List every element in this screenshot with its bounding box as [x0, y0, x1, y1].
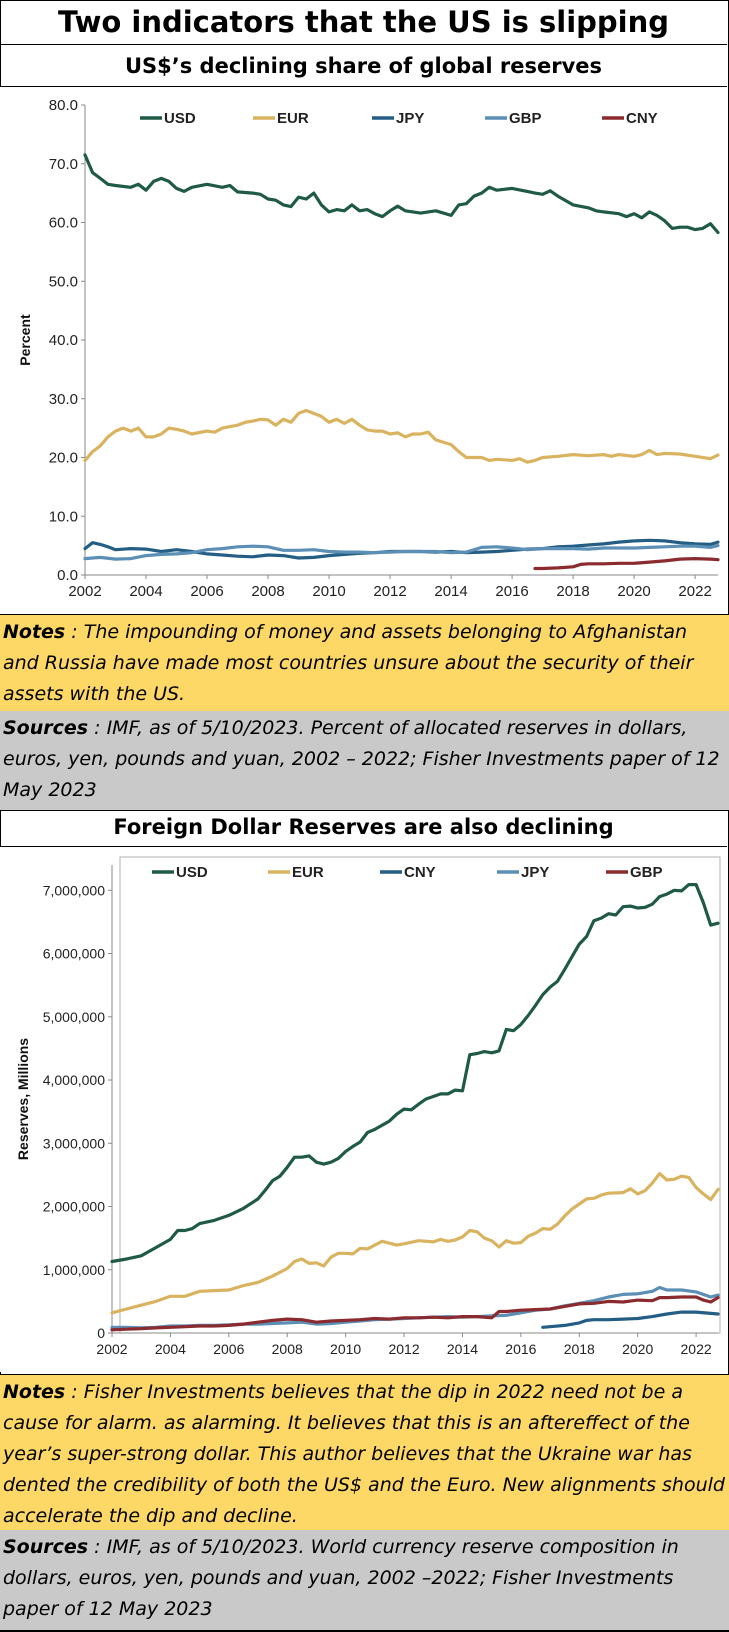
chart1-y-tick-label: 0 — [97, 1325, 105, 1341]
chart0-x-tick-label: 2016 — [495, 583, 528, 600]
chart1-x-tick-label: 2018 — [564, 1341, 595, 1357]
chart0-x-tick-label: 2006 — [190, 583, 223, 600]
chart1-x-tick-label: 2012 — [388, 1341, 419, 1357]
chart1-notes-label: Notes — [3, 621, 66, 643]
chart0-y-tick-label: 40.0 — [49, 332, 78, 349]
chart2-notes-label: Notes — [3, 1381, 66, 1403]
chart1-legend-label-usd: USD — [176, 864, 208, 881]
chart1-y-tick-label: 5,000,000 — [43, 1009, 105, 1025]
chart1-x-tick-label: 2014 — [447, 1341, 478, 1357]
chart1-container: 0.0 10.0 20.0 30.0 40.0 50.0 60.0 70.0 80.0 2002 2… — [0, 87, 727, 614]
chart1-legend-label-jpy: JPY — [521, 864, 549, 881]
chart1-series-gbp-line — [110, 1295, 720, 1332]
chart0-y-tick-label: 10.0 — [49, 508, 78, 525]
chart0-legend-label-gbp: GBP — [509, 110, 542, 127]
chart1-y-tick-label: 3,000,000 — [43, 1135, 105, 1151]
chart0-y-tick-label: 60.0 — [49, 215, 78, 232]
chart2-sources: Sources : IMF, as of 5/10/2023. World cu… — [0, 1530, 729, 1631]
chart0-x-tick-label: 2014 — [434, 583, 467, 600]
chart1-y-tick-label: 6,000,000 — [43, 946, 105, 962]
chart1-y-tick-label: 7,000,000 — [43, 882, 105, 898]
chart1-y-tick-label: 1,000,000 — [43, 1262, 105, 1278]
chart1-x-tick-label: 2002 — [96, 1341, 127, 1357]
chart1-heading: US$’s declining share of global reserves — [0, 45, 727, 87]
chart0-y-tick-label: 50.0 — [49, 273, 78, 290]
chart2-heading: Foreign Dollar Reserves are also declini… — [0, 808, 727, 847]
chart1-x-tick-label: 2004 — [155, 1341, 186, 1357]
chart0-x-tick-label: 2018 — [556, 583, 589, 600]
page-title: Two indicators that the US is slipping — [0, 0, 727, 45]
chart2-svg: 0 1,000,000 2,000,000 3,000,000 4,000,000 5,0… — [15, 856, 721, 1357]
chart1-sources-label: Sources — [3, 717, 89, 739]
chart2-sources-label: Sources — [3, 1536, 89, 1558]
chart0-series-gbp-line — [83, 544, 720, 561]
chart1-legend-label-cny: CNY — [404, 864, 436, 881]
chart1-plot-border — [119, 856, 721, 1334]
chart0-legend-label-jpy: JPY — [396, 110, 424, 127]
chart2-notes-text: : Fisher Investments believes that the d… — [3, 1381, 725, 1527]
chart1-series-eur-line — [110, 1172, 720, 1315]
chart0-y-tick-label: 80.0 — [49, 97, 78, 114]
chart1-notes: Notes : The impounding of money and asse… — [0, 614, 729, 715]
chart1-x-tick-label: 2010 — [330, 1341, 361, 1357]
chart1-x-tick-label: 2016 — [505, 1341, 536, 1357]
chart0-y-tick-label: 70.0 — [49, 156, 78, 173]
chart2-sources-text: : IMF, as of 5/10/2023. World currency r… — [3, 1536, 679, 1620]
chart2-container: 0 1,000,000 2,000,000 3,000,000 4,000,000 5,0… — [0, 847, 727, 1372]
chart0-x-tick-label: 2004 — [129, 583, 162, 600]
chart1-series-usd-line — [110, 883, 720, 1264]
chart0-y-axis-label: Percent — [17, 314, 33, 366]
chart0-legend-label-usd: USD — [164, 110, 196, 127]
chart0-y-tick-label: 0.0 — [57, 567, 78, 584]
chart0-x-tick-label: 2008 — [251, 583, 284, 600]
chart0-x-tick-label: 2022 — [678, 583, 711, 600]
chart2-notes: Notes : Fisher Investments believes that… — [0, 1374, 729, 1534]
chart1-x-tick-label: 2006 — [213, 1341, 244, 1357]
chart1-y-tick-label: 4,000,000 — [43, 1072, 105, 1088]
chart1-x-tick-label: 2020 — [622, 1341, 653, 1357]
chart1-svg: 0.0 10.0 20.0 30.0 40.0 50.0 60.0 70.0 80.0 2002 2… — [17, 97, 720, 600]
chart0-x-tick-label: 2012 — [373, 583, 406, 600]
chart0-legend-label-eur: EUR — [277, 110, 309, 127]
chart1-legend-label-eur: EUR — [292, 864, 324, 881]
chart0-legend-label-cny: CNY — [626, 110, 658, 127]
chart0-series-eur-line — [83, 408, 720, 464]
chart0-series-cny-line — [533, 557, 720, 571]
chart0-x-tick-label: 2002 — [68, 583, 101, 600]
chart1-sources-text: : IMF, as of 5/10/2023. Percent of alloc… — [3, 717, 720, 801]
chart1-x-tick-label: 2022 — [681, 1341, 712, 1357]
chart1-sources: Sources : IMF, as of 5/10/2023. Percent … — [0, 711, 729, 811]
chart0-x-tick-label: 2010 — [312, 583, 345, 600]
chart0-y-tick-label: 20.0 — [49, 450, 78, 467]
chart1-notes-text: : The impounding of money and assets bel… — [3, 621, 694, 705]
chart1-legend-label-gbp: GBP — [630, 864, 663, 881]
chart0-series-usd-line — [83, 153, 720, 235]
chart1-y-tick-label: 2,000,000 — [43, 1199, 105, 1215]
chart1-x-tick-label: 2008 — [272, 1341, 303, 1357]
chart0-y-tick-label: 30.0 — [49, 391, 78, 408]
chart1-series-cny-line — [541, 1310, 720, 1329]
chart1-series-jpy-line — [110, 1285, 720, 1330]
chart0-x-tick-label: 2020 — [617, 583, 650, 600]
chart1-y-axis-label: Reserves, Millions — [15, 1038, 31, 1160]
